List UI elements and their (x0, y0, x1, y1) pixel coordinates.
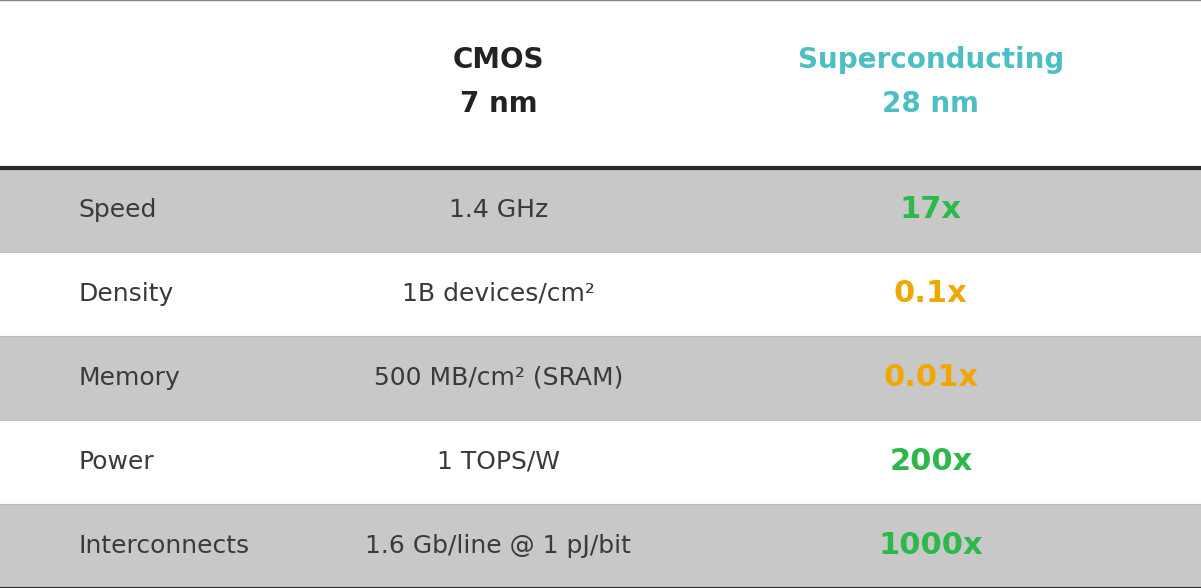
Text: Interconnects: Interconnects (78, 534, 249, 558)
Text: 200x: 200x (889, 447, 973, 476)
Text: 28 nm: 28 nm (883, 91, 979, 118)
Text: 1.6 Gb/line @ 1 pJ/bit: 1.6 Gb/line @ 1 pJ/bit (365, 534, 632, 558)
Text: 17x: 17x (900, 195, 962, 224)
Text: 1B devices/cm²: 1B devices/cm² (402, 282, 594, 306)
Text: 1.4 GHz: 1.4 GHz (449, 198, 548, 222)
Text: Power: Power (78, 450, 154, 474)
Text: Memory: Memory (78, 366, 180, 390)
Text: 500 MB/cm² (SRAM): 500 MB/cm² (SRAM) (374, 366, 623, 390)
Text: 1 TOPS/W: 1 TOPS/W (437, 450, 560, 474)
Text: Speed: Speed (78, 198, 156, 222)
Text: 0.01x: 0.01x (883, 363, 979, 392)
Text: 1000x: 1000x (878, 532, 984, 560)
Text: Superconducting: Superconducting (797, 46, 1064, 74)
Text: 7 nm: 7 nm (460, 91, 537, 118)
Bar (0, 336, 1201, 420)
Text: Density: Density (78, 282, 173, 306)
Bar (0, 0, 1201, 168)
Bar (0, 168, 1201, 252)
Text: 0.1x: 0.1x (894, 279, 968, 308)
Text: CMOS: CMOS (453, 46, 544, 74)
Bar (0, 504, 1201, 588)
